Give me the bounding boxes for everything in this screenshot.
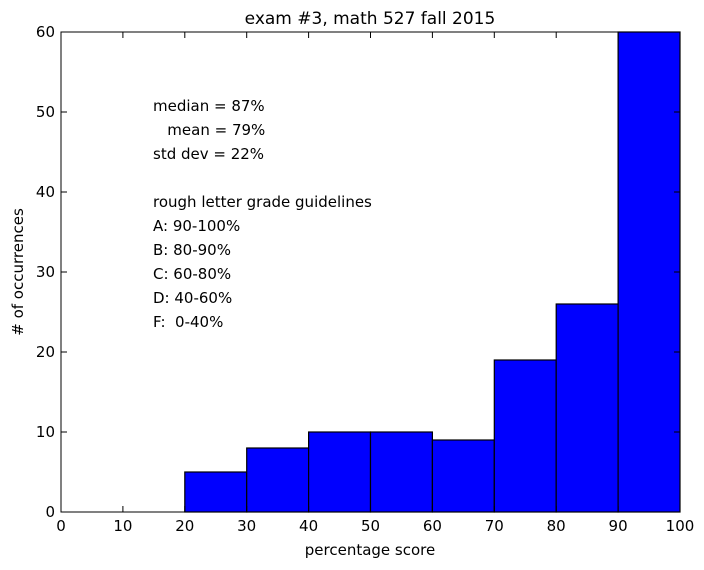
y-axis-label: # of occurrences [9,208,27,336]
chart-title: exam #3, math 527 fall 2015 [245,9,496,29]
y-tick-label: 20 [36,343,55,361]
annotation-block: median = 87% mean = 79% std dev = 22% roug… [153,97,372,331]
annotation-line: median = 87% [153,97,265,115]
x-tick-label: 20 [175,517,194,535]
annotation-line: F: 0-40% [153,313,223,331]
x-tick-label: 0 [56,517,66,535]
ticks-group: 0 10 20 30 40 50 60 70 80 90 100 0 10 20 30 40 50 60 [36,23,694,535]
annotation-line: std dev = 22% [153,145,264,163]
x-tick-label: 70 [485,517,504,535]
annotation-line: rough letter grade guidelines [153,193,372,211]
bars-group [184,31,681,513]
y-tick-label: 10 [36,423,55,441]
annotation-line: D: 40-60% [153,289,232,307]
x-tick-label: 40 [299,517,318,535]
x-tick-label: 80 [547,517,566,535]
x-tick-label: 60 [423,517,442,535]
x-tick-label: 30 [237,517,256,535]
annotation-line: mean = 79% [153,121,265,139]
annotation-line: C: 60-80% [153,265,231,283]
y-tick-label: 50 [36,103,55,121]
x-axis-label: percentage score [305,541,435,559]
y-tick-label: 0 [45,503,55,521]
y-tick-label: 30 [36,263,55,281]
x-tick-label: 10 [113,517,132,535]
histogram-bar [617,31,681,513]
histogram-bar [555,303,619,513]
histogram-bar [246,447,310,513]
y-tick-label: 60 [36,23,55,41]
histogram-bar [369,431,434,513]
x-tick-label: 50 [361,517,380,535]
annotation-line: A: 90-100% [153,217,240,235]
histogram-bar [431,439,495,513]
histogram-bar [308,431,372,513]
histogram-bar [493,359,557,513]
y-tick-label: 40 [36,183,55,201]
histogram-bar [184,471,248,513]
x-tick-label: 100 [666,517,695,535]
annotation-line: B: 80-90% [153,241,231,259]
x-tick-label: 90 [609,517,628,535]
